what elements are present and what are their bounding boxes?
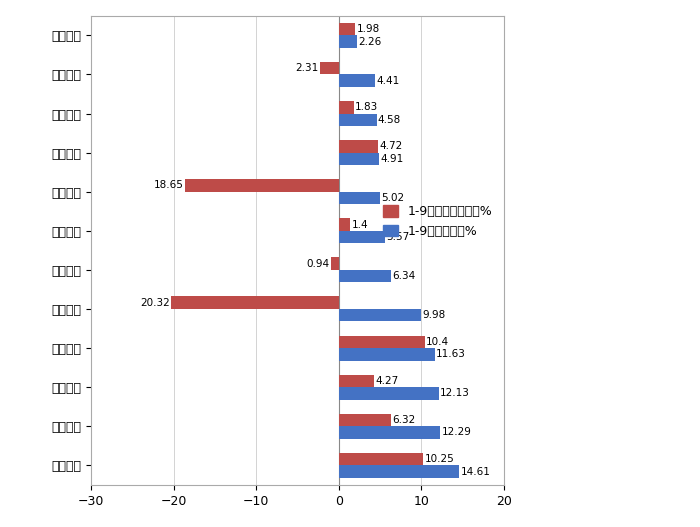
Text: 2.26: 2.26 <box>358 36 382 46</box>
Bar <box>339 140 378 153</box>
Bar <box>339 23 355 35</box>
Bar <box>339 414 391 426</box>
Text: 11.63: 11.63 <box>436 349 466 359</box>
Bar <box>339 74 375 87</box>
Text: 1.4: 1.4 <box>351 220 368 230</box>
Bar <box>339 309 421 321</box>
Bar <box>339 270 391 282</box>
Text: 4.41: 4.41 <box>377 76 400 86</box>
Bar <box>339 387 439 399</box>
Text: 4.72: 4.72 <box>379 141 402 151</box>
Bar <box>339 426 440 438</box>
Text: 2.31: 2.31 <box>295 63 318 73</box>
Text: 1.98: 1.98 <box>356 24 379 34</box>
Text: 1.83: 1.83 <box>355 102 379 112</box>
Bar <box>339 348 435 360</box>
Text: 9.98: 9.98 <box>423 310 446 320</box>
Text: 0.94: 0.94 <box>307 259 330 269</box>
Text: 4.27: 4.27 <box>375 376 398 386</box>
Text: 6.34: 6.34 <box>393 271 416 281</box>
Text: 6.32: 6.32 <box>392 415 416 425</box>
Bar <box>339 192 380 204</box>
Bar <box>320 62 339 74</box>
Bar <box>339 375 374 387</box>
Text: 10.25: 10.25 <box>425 454 454 464</box>
Text: 12.29: 12.29 <box>442 427 471 437</box>
Bar <box>339 153 379 165</box>
Bar <box>339 336 425 348</box>
Bar <box>331 257 339 270</box>
Text: 10.4: 10.4 <box>426 337 449 347</box>
Bar <box>171 297 339 309</box>
Text: 4.91: 4.91 <box>381 154 404 164</box>
Text: 4.58: 4.58 <box>378 115 401 125</box>
Legend: 1-9月份额同比增减%, 1-9月市场份额%: 1-9月份额同比增减%, 1-9月市场份额% <box>378 200 498 242</box>
Text: 5.02: 5.02 <box>382 193 405 203</box>
Bar <box>339 231 385 243</box>
Text: 5.57: 5.57 <box>386 232 410 242</box>
Text: 12.13: 12.13 <box>440 388 470 398</box>
Bar <box>339 218 351 231</box>
Text: 18.65: 18.65 <box>153 180 183 190</box>
Bar <box>339 35 358 48</box>
Text: 14.61: 14.61 <box>461 466 491 476</box>
Bar <box>185 179 339 192</box>
Bar <box>339 465 459 478</box>
Bar <box>339 113 377 126</box>
Bar <box>339 101 354 113</box>
Text: 20.32: 20.32 <box>140 298 169 308</box>
Bar <box>339 453 424 465</box>
